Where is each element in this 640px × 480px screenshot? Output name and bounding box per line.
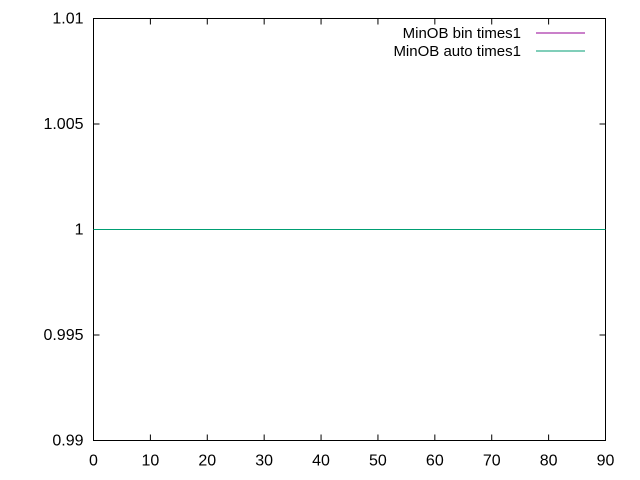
legend-label-2: MinOB auto times1 xyxy=(393,43,521,60)
x-tick-label: 40 xyxy=(312,453,330,470)
x-tick-label: 10 xyxy=(141,453,159,470)
y-axis: 0.99 0.995 1 1.005 1.01 xyxy=(43,11,606,450)
y-tick-label: 0.995 xyxy=(43,327,83,344)
legend-label-1: MinOB bin times1 xyxy=(403,25,521,42)
x-tick-label: 50 xyxy=(369,453,387,470)
y-tick-label: 0.99 xyxy=(52,433,83,450)
y-tick-label: 1.005 xyxy=(43,116,83,133)
x-tick-label: 70 xyxy=(483,453,501,470)
x-axis: 0 10 20 30 40 50 60 70 80 90 xyxy=(89,18,615,470)
x-tick-label: 0 xyxy=(89,453,98,470)
x-tick-label: 60 xyxy=(426,453,444,470)
x-tick-label: 20 xyxy=(198,453,216,470)
x-tick-label: 30 xyxy=(255,453,273,470)
y-tick-label: 1.01 xyxy=(52,11,83,28)
x-tick-label: 90 xyxy=(597,453,615,470)
x-tick-label: 80 xyxy=(540,453,558,470)
y-tick-label: 1 xyxy=(75,222,84,239)
